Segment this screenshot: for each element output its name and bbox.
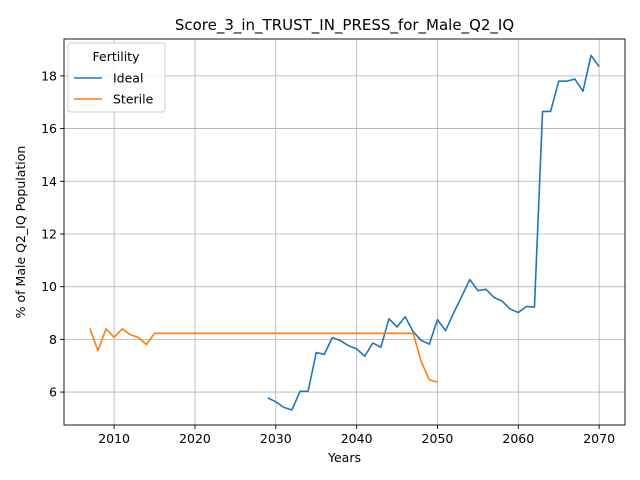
y-tick-label: 16 [41,121,57,136]
y-tick-label: 6 [49,385,57,400]
x-tick-label: 2030 [260,431,292,446]
chart-title: Score_3_in_TRUST_IN_PRESS_for_Male_Q2_IQ [175,16,514,35]
series-line-ideal [267,54,600,411]
series-line-sterile [89,328,438,383]
series-lines [89,54,600,411]
y-tick-label: 12 [41,226,57,241]
x-tick-label: 2010 [98,431,130,446]
legend-title: Fertility [93,49,141,64]
y-axis-label: % of Male Q2_IQ Population [13,146,28,319]
y-tick-label: 18 [41,68,57,83]
x-axis-label: Years [327,450,361,465]
legend-label-sterile: Sterile [113,92,154,107]
ticks: 2010 2020 2030 2040 2050 2060 2070 6 8 10 12 14 16 18 [41,68,615,446]
x-tick-label: 2040 [341,431,373,446]
plot-frame [63,38,626,426]
x-tick-label: 2070 [583,431,615,446]
grid [64,39,625,425]
legend-label-ideal: Ideal [113,71,143,86]
x-tick-label: 2050 [422,431,454,446]
x-tick-label: 2020 [179,431,211,446]
y-tick-label: 8 [49,332,57,347]
legend: Fertility Ideal Sterile [67,42,166,113]
y-tick-label: 10 [41,279,57,294]
y-tick-label: 14 [41,174,57,189]
x-tick-label: 2060 [502,431,534,446]
legend-box [67,42,166,113]
